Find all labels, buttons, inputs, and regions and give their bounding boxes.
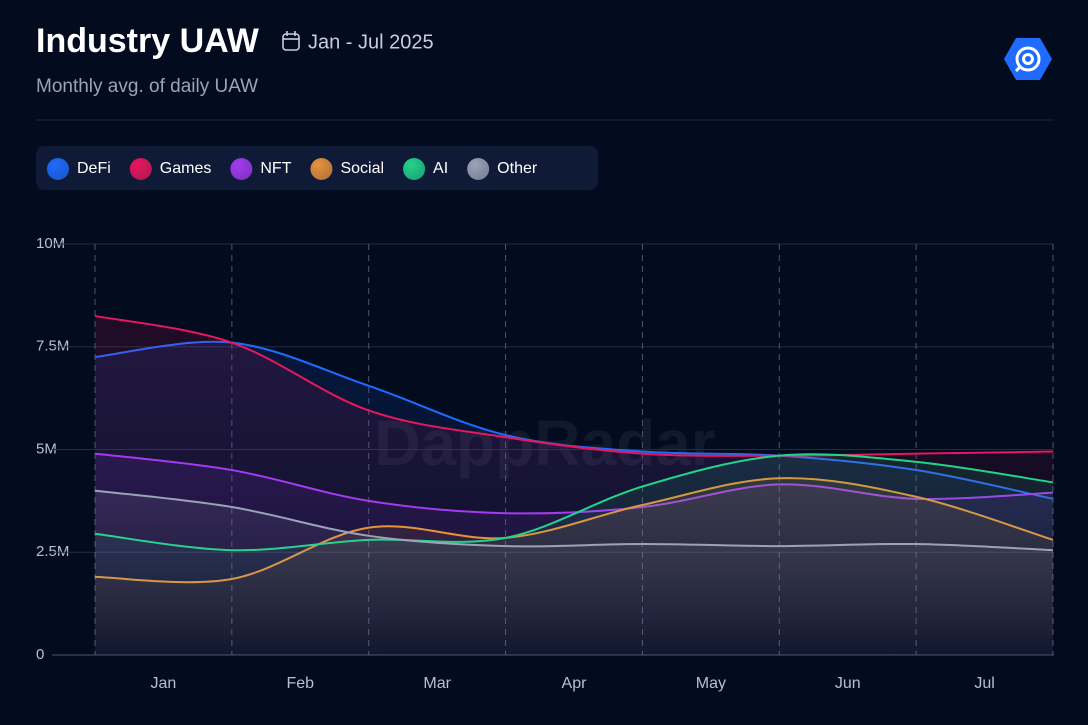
y-tick-label: 0 bbox=[36, 646, 44, 663]
x-tick-label: Jan bbox=[151, 675, 177, 692]
chart-subtitle: Monthly avg. of daily UAW bbox=[36, 76, 258, 97]
x-tick-label: Mar bbox=[423, 675, 451, 692]
legend-label: NFT bbox=[260, 160, 291, 177]
legend-swatch bbox=[47, 158, 69, 180]
date-range: Jan - Jul 2025 bbox=[308, 31, 434, 53]
x-tick-label: Jun bbox=[835, 675, 861, 692]
legend-label: Other bbox=[497, 160, 538, 177]
legend-swatch bbox=[467, 158, 490, 180]
legend-label: Social bbox=[340, 160, 384, 177]
legend-swatch bbox=[310, 158, 333, 180]
x-tick-label: Feb bbox=[286, 675, 314, 692]
x-tick-label: Apr bbox=[562, 675, 588, 692]
legend: DeFi Games NFT Social AI Other bbox=[47, 158, 538, 180]
chart-title: Industry UAW bbox=[36, 22, 260, 60]
x-tick-label: May bbox=[696, 675, 726, 692]
y-tick-label: 10M bbox=[36, 235, 65, 252]
area bbox=[95, 490, 1053, 655]
x-tick-label: Jul bbox=[974, 675, 994, 692]
legend-swatch bbox=[403, 158, 426, 180]
logo[interactable] bbox=[1004, 38, 1052, 80]
plot: 0 2.5M 5M 7.5M 10M Jan Feb Mar Apr May Jun Jul bbox=[36, 235, 1054, 692]
calendar-icon bbox=[282, 31, 300, 51]
y-tick-label: 7.5M bbox=[36, 338, 69, 355]
legend-label: Games bbox=[160, 160, 212, 177]
legend-swatch bbox=[129, 158, 152, 180]
line bbox=[94, 489, 1054, 552]
legend-label: DeFi bbox=[77, 160, 111, 177]
line bbox=[94, 314, 1054, 457]
y-tick-label: 2.5M bbox=[36, 543, 69, 560]
legend-swatch bbox=[230, 158, 253, 180]
legend-label: AI bbox=[433, 160, 448, 177]
y-tick-label: 5M bbox=[36, 440, 57, 457]
